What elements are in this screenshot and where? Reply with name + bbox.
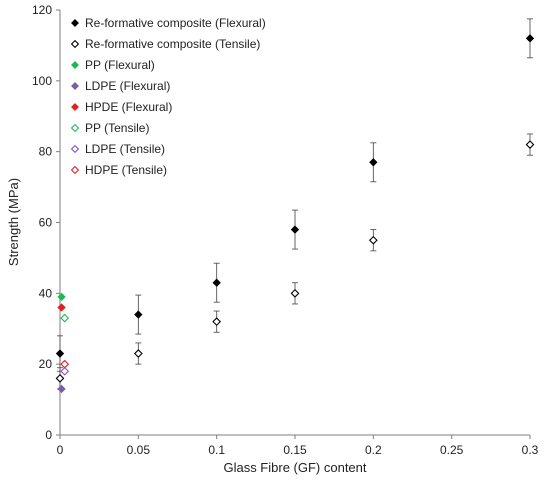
y-tick-label: 0 — [45, 428, 52, 442]
error-bars — [57, 18, 533, 390]
legend-label: PP (Tensile) — [85, 121, 149, 135]
legend-label: Re-formative composite (Tensile) — [85, 37, 260, 51]
y-tick-label: 120 — [32, 3, 52, 17]
legend-marker — [70, 144, 80, 154]
data-point — [57, 384, 66, 394]
data-point — [212, 278, 221, 287]
legend-label: LDPE (Tensile) — [85, 142, 165, 156]
legend-marker — [70, 165, 80, 175]
data-point — [133, 349, 143, 358]
y-tick-label: 80 — [39, 145, 53, 159]
legend: Re-formative composite (Flexural) Re-form… — [70, 16, 266, 177]
data-point — [369, 158, 378, 167]
legend-marker — [70, 39, 80, 49]
legend-marker — [71, 103, 79, 111]
y-tick-label: 100 — [32, 74, 52, 88]
data-point — [60, 313, 70, 323]
data-point — [55, 349, 65, 358]
data-point — [134, 310, 143, 319]
legend-label: HDPE (Tensile) — [85, 163, 167, 177]
x-tick-label: 0.25 — [440, 443, 464, 457]
y-axis-title: Strength (MPa) — [6, 178, 21, 266]
x-tick-label: 0.05 — [127, 443, 151, 457]
legend-label: PP (Flexural) — [85, 58, 155, 72]
x-tick-label: 0.15 — [283, 443, 307, 457]
data-point — [60, 366, 70, 376]
data-point — [212, 317, 222, 327]
y-tick-label: 40 — [39, 286, 53, 300]
data-point — [60, 359, 70, 369]
ticks: 0 20 40 60 80 100 120 0 0.05 0.1 0.15 0.2 0.25 0.3 — [32, 3, 539, 457]
data-point — [57, 292, 66, 302]
data-point — [57, 303, 66, 312]
legend-marker — [71, 19, 79, 27]
data-point — [55, 373, 65, 383]
legend-label: HPDE (Flexural) — [85, 100, 172, 114]
data-point — [368, 235, 378, 245]
legend-label: LDPE (Flexural) — [85, 79, 170, 93]
legend-label: Re-formative composite (Flexural) — [85, 16, 266, 30]
y-tick-label: 60 — [39, 216, 53, 230]
x-tick-label: 0.2 — [365, 443, 382, 457]
x-tick-label: 0 — [57, 443, 64, 457]
data-points — [55, 34, 535, 394]
legend-marker — [71, 82, 79, 90]
data-point — [290, 288, 300, 298]
data-point — [525, 140, 535, 149]
legend-marker — [71, 61, 79, 69]
x-tick-label: 0.1 — [208, 443, 225, 457]
x-tick-label: 0.3 — [522, 443, 539, 457]
data-point — [525, 34, 535, 43]
y-tick-label: 20 — [39, 357, 53, 371]
legend-marker — [70, 123, 80, 133]
data-point — [290, 225, 300, 234]
x-axis-title: Glass Fibre (GF) content — [223, 460, 366, 475]
